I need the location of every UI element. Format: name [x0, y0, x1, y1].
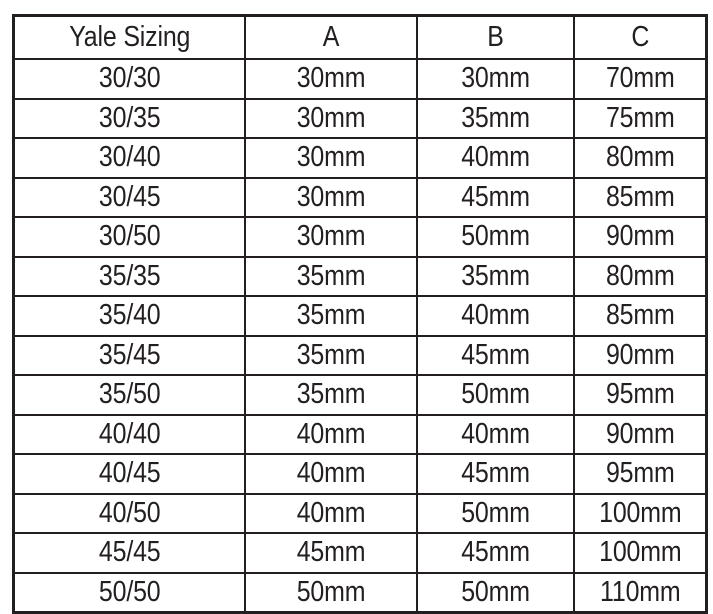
table-row: 35/50 35mm 50mm 95mm: [14, 374, 707, 415]
cell-a: 50mm: [256, 571, 406, 613]
cell-b: 50mm: [427, 374, 564, 415]
cell-yale-sizing: 30/35: [29, 97, 230, 138]
cell-c: 85mm: [582, 295, 698, 336]
cell-yale-sizing: 35/50: [29, 374, 230, 415]
cell-c: 80mm: [582, 255, 698, 296]
cell-c: 95mm: [582, 453, 698, 494]
cell-yale-sizing: 40/50: [29, 492, 230, 533]
cell-yale-sizing: 30/40: [29, 137, 230, 178]
cell-c: 80mm: [582, 137, 698, 178]
cell-c: 100mm: [582, 492, 698, 533]
cell-yale-sizing: 30/50: [29, 216, 230, 257]
cell-a: 30mm: [256, 176, 406, 217]
cell-a: 30mm: [256, 137, 406, 178]
cell-b: 45mm: [427, 453, 564, 494]
table-row: 40/45 40mm 45mm 95mm: [14, 453, 707, 494]
cell-a: 40mm: [256, 453, 406, 494]
cell-b: 45mm: [427, 176, 564, 217]
cell-b: 35mm: [427, 97, 564, 138]
cell-b: 45mm: [427, 532, 564, 573]
cell-a: 40mm: [256, 492, 406, 533]
cell-yale-sizing: 45/45: [29, 532, 230, 573]
cell-a: 35mm: [256, 255, 406, 296]
table-row: 35/40 35mm 40mm 85mm: [14, 295, 707, 336]
cell-b: 50mm: [427, 571, 564, 613]
cell-b: 50mm: [427, 492, 564, 533]
cell-yale-sizing: 35/45: [29, 334, 230, 375]
column-header-c: C: [630, 21, 649, 53]
cell-c: 85mm: [582, 176, 698, 217]
cell-a: 30mm: [256, 97, 406, 138]
cell-yale-sizing: 50/50: [29, 571, 230, 613]
cell-a: 35mm: [256, 374, 406, 415]
table-row: 30/45 30mm 45mm 85mm: [14, 176, 707, 217]
cell-yale-sizing: 40/40: [29, 413, 230, 454]
table-header: Yale Sizing A B C: [14, 15, 707, 59]
cell-c: 70mm: [582, 58, 698, 99]
column-header-yale-sizing: Yale Sizing: [29, 15, 230, 59]
column-header-b: B: [427, 15, 564, 59]
cell-a: 45mm: [256, 532, 406, 573]
cell-b: 40mm: [427, 295, 564, 336]
cell-c: 100mm: [582, 532, 698, 573]
cell-a: 40mm: [256, 413, 406, 454]
table-row: 45/45 45mm 45mm 100mm: [14, 532, 707, 573]
cell-a: 30mm: [256, 216, 406, 257]
cell-b: 40mm: [427, 137, 564, 178]
cell-b: 35mm: [427, 255, 564, 296]
table-row: 40/40 40mm 40mm 90mm: [14, 413, 707, 454]
cell-a: 30mm: [256, 58, 406, 99]
cell-yale-sizing: 30/30: [29, 58, 230, 99]
cell-b: 45mm: [427, 334, 564, 375]
cell-c: 75mm: [582, 97, 698, 138]
table-header-row: Yale Sizing A B C: [14, 15, 707, 59]
cell-a: 35mm: [256, 334, 406, 375]
cell-c: 110mm: [582, 571, 698, 613]
table-row: 50/50 50mm 50mm 110mm: [14, 571, 707, 613]
cell-c: 95mm: [582, 374, 698, 415]
column-header-a: A: [256, 15, 406, 59]
cell-b: 50mm: [427, 216, 564, 257]
table-body: 30/30 30mm 30mm 70mm 30/35 30mm 35mm 75mm 30/40 3…: [14, 58, 707, 613]
table-row: 30/50 30mm 50mm 90mm: [14, 216, 707, 257]
cell-yale-sizing: 35/40: [29, 295, 230, 336]
cell-b: 40mm: [427, 413, 564, 454]
cell-yale-sizing: 40/45: [29, 453, 230, 494]
table-row: 30/35 30mm 35mm 75mm: [14, 97, 707, 138]
table-row: 35/35 35mm 35mm 80mm: [14, 255, 707, 296]
cell-c: 90mm: [582, 216, 698, 257]
cell-yale-sizing: 30/45: [29, 176, 230, 217]
cell-b: 30mm: [427, 58, 564, 99]
yale-sizing-table: Yale Sizing A B C 30/30 30mm 30mm 70mm 30/35…: [12, 14, 708, 614]
cell-c: 90mm: [582, 334, 698, 375]
table-row: 30/30 30mm 30mm 70mm: [14, 58, 707, 99]
table-row: 35/45 35mm 45mm 90mm: [14, 334, 707, 375]
table-row: 40/50 40mm 50mm 100mm: [14, 492, 707, 533]
table-row: 30/40 30mm 40mm 80mm: [14, 137, 707, 178]
cell-yale-sizing: 35/35: [29, 255, 230, 296]
cell-c: 90mm: [582, 413, 698, 454]
cell-a: 35mm: [256, 295, 406, 336]
